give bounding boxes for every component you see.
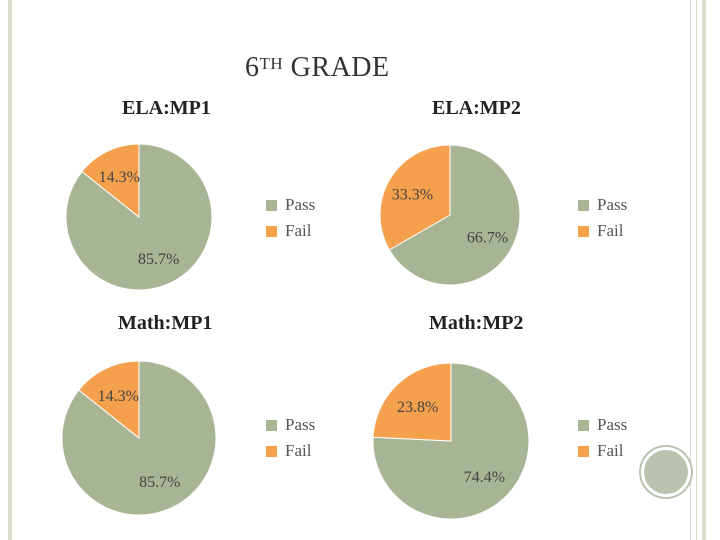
chart-title: ELA:MP1 xyxy=(122,97,211,119)
legend: Pass Fail xyxy=(266,412,315,464)
legend-swatch-pass xyxy=(266,199,277,211)
chart-panel-ela-mp2: ELA:MP2 66.7% 33.3% Pass Fail xyxy=(362,95,692,305)
legend-label: Pass xyxy=(285,415,316,434)
legend-swatch-fail xyxy=(578,225,589,237)
decorative-circle xyxy=(641,447,691,497)
chart-panel-ela-mp1: ELA:MP1 85.7% 14.3% Pass Fail xyxy=(50,95,380,305)
legend-swatch-pass xyxy=(578,419,589,431)
data-label-pass: 66.7% xyxy=(467,230,508,247)
slide-title: 6TH GRADE xyxy=(245,52,390,83)
legend: Pass Fail xyxy=(578,412,627,464)
data-label-fail: 23.8% xyxy=(397,399,438,416)
legend-label: Fail xyxy=(597,441,624,460)
pie-slice-pass xyxy=(65,143,213,291)
legend-swatch-pass xyxy=(578,199,589,211)
pie-slice-fail xyxy=(372,362,452,442)
pie-chart: 85.7% 14.3% xyxy=(61,360,217,516)
slide-frame-right-line xyxy=(690,0,691,540)
chart-panel-math-mp1: Math:MP1 85.7% 14.3% Pass Fail xyxy=(50,310,380,520)
data-label-pass: 74.4% xyxy=(464,469,505,486)
pie-chart: 74.4% 23.8% xyxy=(372,362,530,520)
chart-title: Math:MP2 xyxy=(429,312,524,334)
pie-slice-fail xyxy=(81,143,140,219)
pie-chart: 66.7% 33.3% xyxy=(379,144,521,286)
legend-item-pass: Pass xyxy=(578,192,627,218)
data-label-fail: 14.3% xyxy=(98,388,139,405)
data-label-pass: 85.7% xyxy=(138,251,179,268)
data-label-fail: 33.3% xyxy=(392,186,433,203)
slide-frame-left xyxy=(8,0,12,540)
slide-frame-right-line xyxy=(696,0,697,540)
legend-item-pass: Pass xyxy=(578,412,627,438)
pie-slice-fail xyxy=(78,360,140,440)
chart-title: ELA:MP2 xyxy=(432,97,521,119)
legend-label: Pass xyxy=(597,195,628,214)
legend-swatch-fail xyxy=(266,445,277,457)
slide-frame-right-bar xyxy=(702,0,706,540)
legend-item-pass: Pass xyxy=(266,192,315,218)
legend-item-fail: Fail xyxy=(266,438,315,464)
legend-label: Fail xyxy=(285,441,312,460)
data-label-pass: 85.7% xyxy=(139,474,180,491)
legend: Pass Fail xyxy=(266,192,315,244)
pie-slice-pass xyxy=(388,144,521,286)
legend-swatch-fail xyxy=(266,225,277,237)
pie-chart: 85.7% 14.3% xyxy=(65,143,213,291)
data-label-fail: 14.3% xyxy=(99,169,140,186)
legend-swatch-fail xyxy=(578,445,589,457)
pie-slice-fail xyxy=(379,144,451,251)
legend-item-fail: Fail xyxy=(578,438,627,464)
legend-item-pass: Pass xyxy=(266,412,315,438)
legend-label: Fail xyxy=(285,221,312,240)
legend: Pass Fail xyxy=(578,192,627,244)
legend-item-fail: Fail xyxy=(578,218,627,244)
chart-panel-math-mp2: Math:MP2 74.4% 23.8% Pass Fail xyxy=(362,310,692,520)
legend-label: Fail xyxy=(597,221,624,240)
legend-label: Pass xyxy=(285,195,316,214)
legend-label: Pass xyxy=(597,415,628,434)
legend-item-fail: Fail xyxy=(266,218,315,244)
legend-swatch-pass xyxy=(266,419,277,431)
chart-title: Math:MP1 xyxy=(118,312,213,334)
